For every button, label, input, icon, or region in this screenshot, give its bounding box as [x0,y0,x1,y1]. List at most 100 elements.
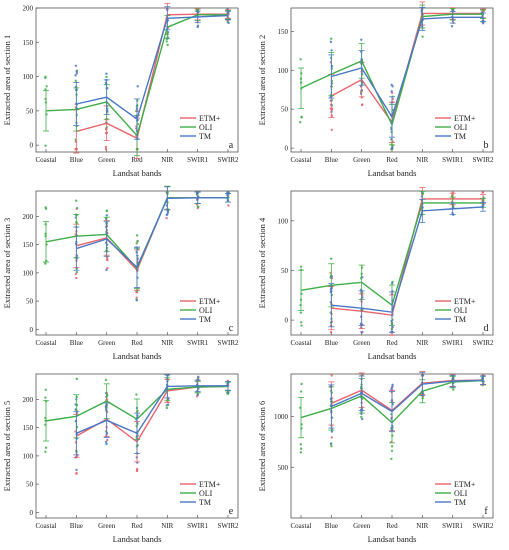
x-tick-label: SWIR1 [187,522,209,530]
sample-point [75,199,78,202]
x-tick-label: SWIR2 [218,339,240,347]
x-tick-label: Green [98,156,116,164]
series-line-tm [331,379,484,413]
sample-point [226,191,229,194]
sample-point [481,191,484,194]
y-tick-label: 0 [30,142,34,150]
sample-point [390,146,394,150]
y-tick-label: 100 [278,217,289,225]
x-tick-label: SWIR2 [473,522,495,530]
legend-label: OLI [454,489,468,498]
sample-point [299,443,303,446]
legend-label: ETM+ [199,480,221,489]
sample-point [299,120,302,124]
series-line-tm [76,385,228,435]
sample-point [299,321,303,324]
sample-point [300,382,303,386]
x-tick-label: Coastal [291,156,312,164]
sample-point [136,147,139,151]
sample-point [329,257,333,260]
y-tick-label: 0 [285,317,289,325]
sample-point [391,383,394,386]
sample-point [329,40,333,44]
y-tick-label: 100 [23,73,34,81]
sample-point [299,451,303,454]
sample-point [329,321,333,324]
sample-point [390,319,393,323]
x-tick-label: SWIR2 [473,156,495,164]
y-tick-label: 0 [285,145,289,153]
sample-point [104,145,108,149]
y-tick-label: 0 [30,326,34,334]
sample-point [330,445,333,448]
sample-point [135,469,139,473]
x-tick-label: SWIR1 [442,339,464,347]
sample-point [227,391,230,394]
panel-a: 0 50 100 150 200 Coastal Blue Green Red NIR SWIR1 S… [0,0,252,182]
sample-point [299,447,303,450]
y-tick-label: 200 [23,396,34,404]
x-tick-label: Blue [70,339,83,347]
x-tick-label: Coastal [291,522,312,530]
x-tick-label: Coastal [36,156,57,164]
x-axis-label: Landsat bands [113,534,162,544]
sample-point [330,436,333,439]
sample-point [105,214,109,217]
series-line-etmplus [331,198,483,316]
x-tick-label: NIR [416,522,428,530]
y-tick-label: 500 [278,464,289,472]
sample-point [75,72,79,75]
x-tick-label: Red [131,339,143,347]
y-tick-label: 100 [23,452,34,460]
sample-point [197,205,200,209]
panel-c: 0 50 100 150 200 Coastal Blue Green Red NIR SWIR1 S… [0,183,252,365]
x-tick-label: Coastal [291,339,312,347]
sample-point [330,49,333,52]
x-tick-label: SWIR2 [218,156,240,164]
series-line-tm [331,206,484,313]
x-tick-label: SWIR2 [473,339,495,347]
sample-point [227,204,230,207]
x-tick-label: Red [386,156,398,164]
series-line-tm [76,14,229,121]
panel-f: 500 1000 Coastal Blue Green Red NIR SWIR1 SWIR2 L… [255,366,507,548]
x-tick-label: NIR [416,156,428,164]
legend-label: TM [199,132,211,141]
chart-c: 0 50 100 150 200 Coastal Blue Green Red NIR SWIR1 S… [2,185,240,361]
y-tick-label: 1000 [274,413,289,421]
x-tick-label: Green [98,339,116,347]
sample-point [105,243,109,246]
panel-letter: d [484,323,489,334]
panel-b: 0 50 100 150 Coastal Blue Green Red NIR SWIR1 SWIR… [255,0,507,182]
sample-point [390,457,393,461]
series-line-etmplus [331,379,484,412]
x-tick-label: SWIR2 [218,522,240,530]
y-tick-label: 150 [278,28,289,36]
sample-point [390,387,393,390]
legend-label: ETM+ [454,480,476,489]
legend-label: TM [454,315,466,324]
y-tick-label: 150 [23,424,34,432]
sample-point [75,270,79,274]
sample-point [361,103,364,106]
x-tick-label: Blue [325,522,338,530]
y-axis-label: Extracted area of section 6 [257,401,267,492]
sample-point [44,234,47,238]
sample-point [360,38,363,41]
sample-point [329,442,333,445]
panel-letter: e [229,506,234,517]
x-tick-label: NIR [416,339,428,347]
sample-point [106,438,109,442]
y-tick-label: 200 [23,5,34,13]
sample-point [330,128,333,131]
series-line-tm [76,197,228,269]
legend-label: OLI [454,306,468,315]
x-axis-label: Landsat bands [113,168,162,178]
x-axis-label: Landsat bands [368,168,417,178]
x-tick-label: Red [131,156,143,164]
y-tick-label: 50 [281,267,289,275]
y-axis-label: Extracted area of section 2 [257,35,267,126]
sample-point [105,72,108,75]
sample-point [44,75,47,78]
y-tick-label: 50 [26,298,34,306]
